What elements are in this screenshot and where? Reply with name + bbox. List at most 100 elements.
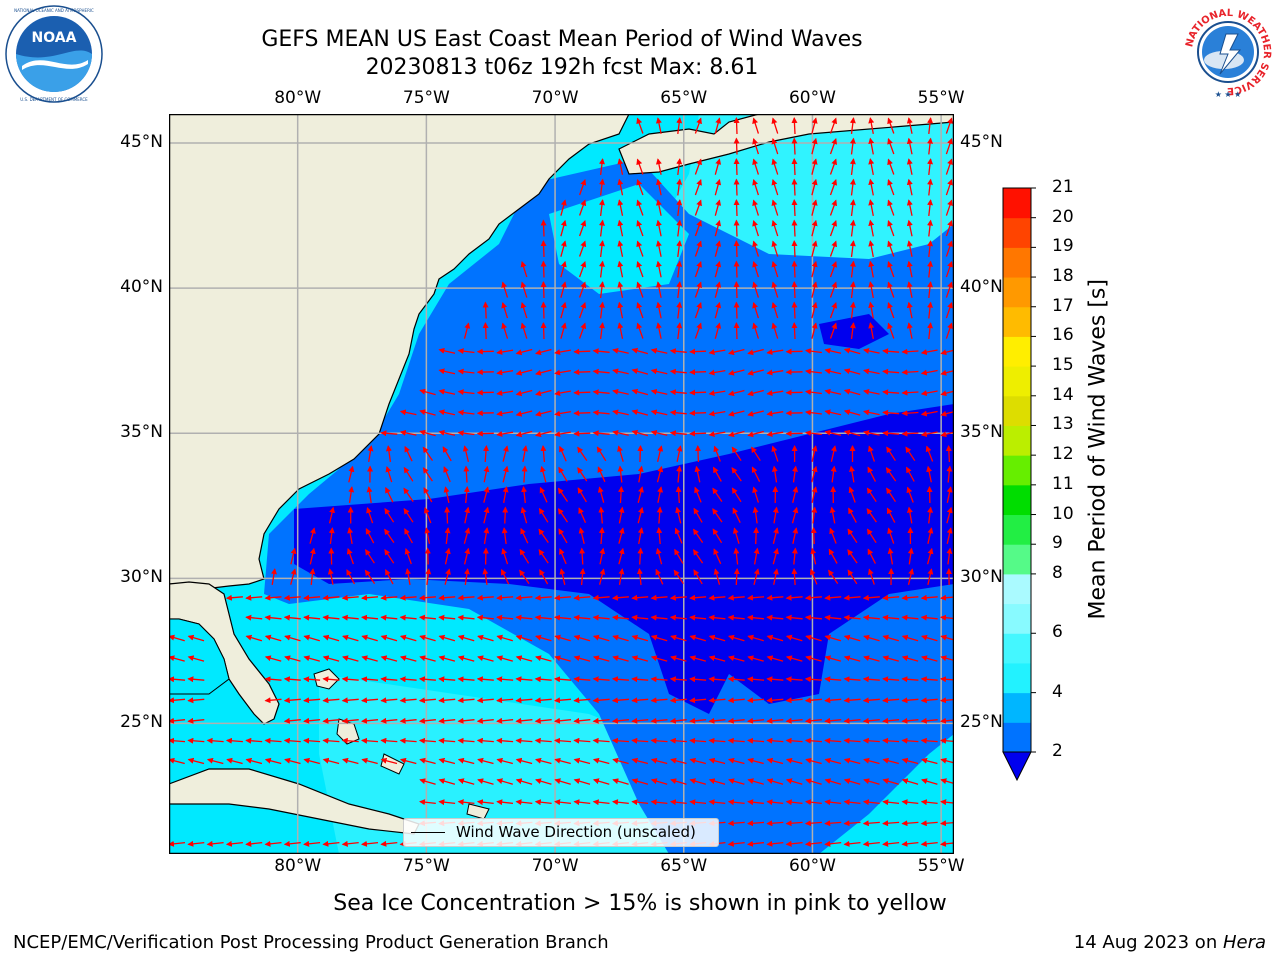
wind-wave-arrow (810, 547, 817, 565)
wind-wave-arrow (636, 117, 644, 134)
wind-wave-arrow (424, 527, 431, 544)
wind-wave-arrow (752, 281, 760, 298)
wind-wave-arrow (361, 655, 378, 662)
wind-wave-arrow (303, 737, 321, 744)
wind-wave-arrow (538, 507, 549, 523)
wind-wave-arrow (733, 158, 740, 176)
wind-wave-arrow (618, 506, 625, 524)
wind-wave-arrow (617, 240, 624, 257)
wind-wave-arrow (559, 445, 567, 462)
wind-wave-arrow (496, 349, 514, 355)
wind-wave-arrow (901, 697, 919, 704)
wind-wave-arrow (733, 178, 740, 196)
colorbar-tick-label: 11 (1052, 473, 1074, 494)
wind-wave-arrow (843, 717, 861, 724)
wind-wave-arrow (732, 507, 741, 523)
longitude-label: 60°W (788, 88, 836, 108)
wind-wave-arrow (847, 549, 858, 564)
wind-wave-arrow (573, 757, 591, 765)
wind-wave-arrow (811, 445, 818, 462)
wind-wave-arrow (863, 409, 880, 416)
wind-wave-arrow (655, 117, 662, 134)
wind-wave-arrow (940, 431, 954, 438)
wind-wave-arrow (868, 240, 875, 258)
wind-wave-arrow (887, 322, 895, 339)
colorbar-tick-label: 10 (1052, 503, 1074, 524)
wind-wave-arrow (169, 655, 185, 662)
wind-wave-arrow (631, 368, 649, 375)
wind-wave-arrow (676, 322, 683, 339)
wind-wave-arrow (731, 487, 742, 503)
wind-wave-arrow (887, 547, 894, 565)
wind-wave-arrow (404, 528, 413, 544)
latitude-label: 45°N (120, 132, 163, 153)
wind-wave-arrow (863, 778, 880, 785)
wind-wave-arrow (747, 799, 764, 806)
wind-wave-arrow (675, 486, 682, 504)
wind-wave-arrow (733, 199, 740, 217)
wind-wave-arrow (766, 757, 784, 765)
wind-wave-arrow (399, 409, 417, 416)
longitude-label: 60°W (788, 856, 836, 876)
wind-wave-arrow (438, 614, 456, 621)
wind-wave-arrow (515, 717, 533, 724)
wind-wave-arrow (650, 368, 668, 375)
wind-wave-arrow (708, 410, 726, 417)
wind-wave-arrow (945, 199, 953, 216)
colorbar-segment (1003, 484, 1031, 516)
wind-wave-arrow (560, 240, 567, 257)
wind-wave-arrow (636, 179, 644, 196)
wind-wave-arrow (882, 840, 900, 847)
wind-wave-arrow (483, 527, 490, 545)
wind-wave-arrow (457, 634, 475, 642)
wind-wave-arrow (380, 634, 398, 642)
wind-wave-arrow (863, 429, 880, 436)
wind-wave-arrow (766, 655, 784, 662)
wind-wave-arrow (656, 506, 663, 524)
wind-wave-arrow (637, 527, 644, 545)
wind-wave-arrow (225, 594, 243, 601)
wind-wave-arrow (534, 614, 552, 621)
latitude-label: 30°N (120, 567, 163, 588)
wind-wave-arrow (728, 655, 745, 662)
wind-wave-arrow (866, 528, 877, 544)
wind-wave-arrow (637, 486, 644, 503)
wind-wave-arrow (380, 594, 398, 601)
wind-wave-arrow (655, 260, 662, 278)
wind-wave-arrow (805, 368, 822, 375)
wind-wave-arrow (557, 487, 569, 502)
wind-wave-arrow (829, 506, 836, 524)
wind-wave-arrow (785, 757, 803, 765)
wind-wave-arrow (399, 757, 417, 765)
wind-wave-arrow (535, 430, 552, 438)
wind-wave-arrow (457, 717, 475, 724)
wind-wave-arrow (945, 445, 952, 463)
wind-wave-arrow (887, 117, 895, 134)
wind-wave-arrow (866, 487, 877, 503)
wind-wave-arrow (920, 410, 938, 417)
wind-wave-arrow (650, 655, 668, 662)
wind-wave-arrow (791, 219, 798, 237)
wind-wave-arrow (946, 547, 953, 565)
wind-wave-arrow (887, 199, 895, 216)
svg-text:★ ★ ★: ★ ★ ★ (1215, 90, 1242, 99)
wind-wave-arrow (752, 301, 760, 319)
latitude-label: 40°N (120, 277, 163, 298)
wind-wave-arrow (829, 117, 838, 134)
wind-wave-arrow (940, 820, 954, 827)
wind-wave-arrow (520, 322, 528, 339)
wind-wave-arrow (438, 757, 456, 765)
wind-wave-arrow (501, 322, 509, 339)
wind-wave-arrow (689, 410, 707, 417)
wind-wave-arrow (945, 240, 953, 257)
wind-wave-arrow (849, 199, 856, 216)
wind-wave-arrow (457, 778, 475, 785)
wind-wave-arrow (535, 369, 552, 376)
wind-wave-arrow (283, 676, 301, 683)
wind-wave-arrow (599, 547, 606, 565)
wind-wave-arrow (887, 138, 895, 155)
wind-wave-arrow (868, 117, 875, 135)
wind-wave-arrow (483, 506, 490, 524)
wind-wave-arrow (920, 369, 938, 376)
wind-wave-arrow (849, 158, 856, 175)
